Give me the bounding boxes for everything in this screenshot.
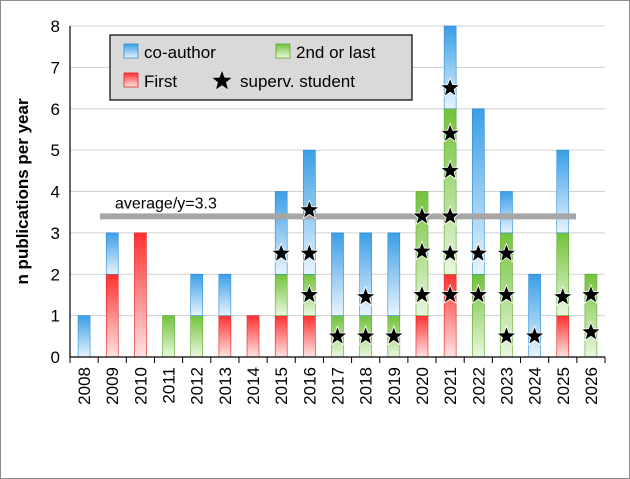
student-star-2016	[298, 283, 320, 304]
x-tick-label: 2016	[300, 367, 319, 405]
bar-co-author-2013	[218, 273, 232, 316]
bar-first-2016	[303, 315, 316, 358]
bar-co-author-2012	[190, 273, 204, 316]
y-tick-label: 8	[51, 17, 60, 36]
legend-swatch-2nd-or-last	[275, 43, 291, 59]
legend-swatch-co-author	[123, 43, 139, 59]
x-tick-label: 2013	[216, 367, 235, 405]
x-tick-label: 2008	[75, 367, 94, 405]
x-tick-label: 2014	[244, 367, 263, 405]
y-tick-label: 5	[51, 141, 60, 160]
student-star-2019	[383, 325, 405, 346]
legend-box	[109, 34, 413, 101]
legend-label-co-author: co-author	[144, 43, 216, 62]
average-label: average/y=3.3	[115, 195, 217, 212]
legend-label-2nd-or-last: 2nd or last	[296, 43, 376, 62]
bar-co-author-2025	[556, 149, 570, 234]
student-star-2024	[524, 325, 546, 346]
legend-label-first: First	[144, 72, 177, 91]
student-star-2023	[495, 283, 518, 304]
supervised-student-stars	[270, 76, 602, 346]
student-star-2022	[467, 242, 489, 263]
bar-first-2013	[218, 315, 232, 358]
x-tick-label: 2015	[272, 367, 291, 405]
x-tick-label: 2009	[103, 367, 122, 405]
x-tick-label: 2010	[131, 367, 150, 405]
student-star-2018	[355, 325, 377, 346]
student-star-2020	[411, 283, 433, 304]
student-star-2021	[439, 205, 461, 226]
x-tick-labels: 2008 2009 2010 2011 2012 2013 2014 2015 2016 2017…	[75, 367, 601, 405]
axes	[69, 26, 606, 363]
bar-co-author-2023	[500, 191, 513, 234]
y-tick-label: 0	[51, 348, 60, 367]
x-tick-label: 2018	[357, 367, 376, 405]
student-star-2023	[495, 242, 518, 263]
student-star-2017	[326, 325, 349, 346]
bar-first-2020	[415, 315, 429, 358]
student-star-2026	[580, 321, 602, 342]
x-tick-label: 2020	[413, 367, 432, 405]
student-star-2020	[411, 240, 433, 261]
bar-2nd-or-last-2011	[162, 315, 175, 358]
x-tick-label: 2017	[329, 367, 348, 405]
x-tick-label: 2012	[188, 367, 207, 405]
legend-star-icon	[212, 71, 232, 90]
student-star-2022	[467, 283, 489, 304]
y-tick-label: 6	[51, 100, 60, 119]
x-tick-label: 2011	[160, 367, 179, 404]
student-star-2020	[411, 205, 433, 226]
legend-label-superv-student: superv. student	[240, 72, 355, 91]
bar-co-author-2009	[105, 232, 119, 275]
x-tick-label: 2026	[582, 367, 601, 405]
x-tick-label: 2025	[554, 367, 573, 405]
student-star-2025	[552, 285, 574, 307]
bar-co-author-2015	[274, 191, 288, 275]
y-axis-label: n publications per year	[13, 98, 32, 284]
x-tick-label: 2024	[526, 367, 545, 405]
student-star-2021	[439, 76, 461, 98]
y-tick-label: 4	[51, 183, 60, 202]
student-star-2021	[439, 159, 461, 180]
bar-co-author-2017	[331, 232, 344, 316]
bar-first-2009	[105, 273, 119, 358]
student-star-2021	[439, 242, 461, 263]
bar-co-author-2019	[387, 232, 401, 316]
bar-first-2015	[274, 315, 288, 358]
average-line: average/y=3.3	[100, 195, 576, 220]
legend-swatch-first	[123, 72, 139, 88]
student-star-2021	[439, 122, 461, 143]
student-star-2016	[298, 198, 320, 220]
y-tick-label: 3	[51, 224, 60, 243]
y-tick-label: 7	[51, 58, 60, 77]
bar-first-2014	[246, 315, 260, 358]
legend: co-author 2nd or last First superv. student	[109, 34, 413, 101]
y-tick-labels: 0 1 2 3 4 5 6 7 8	[51, 17, 60, 367]
x-tick-label: 2022	[469, 367, 488, 405]
bar-co-author-2022	[471, 108, 485, 275]
student-star-2026	[580, 283, 602, 304]
student-star-2016	[298, 242, 320, 263]
bar-co-author-2024	[528, 273, 541, 358]
bar-co-author-2021	[443, 25, 457, 110]
x-tick-label: 2021	[441, 367, 460, 405]
y-tick-label: 2	[51, 265, 60, 284]
x-tick-label: 2019	[385, 367, 404, 405]
bar-first-2010	[134, 232, 147, 358]
student-star-2021	[439, 283, 461, 304]
student-star-2015	[270, 242, 292, 263]
student-star-2018	[355, 285, 377, 307]
bar-co-author-2008	[77, 315, 91, 358]
bar-2nd-or-last-2015	[274, 273, 288, 316]
student-star-2023	[495, 325, 518, 346]
x-tick-label: 2023	[497, 367, 516, 405]
bar-first-2025	[556, 315, 570, 358]
bar-2nd-or-last-2012	[190, 315, 204, 358]
y-tick-label: 1	[51, 307, 60, 326]
